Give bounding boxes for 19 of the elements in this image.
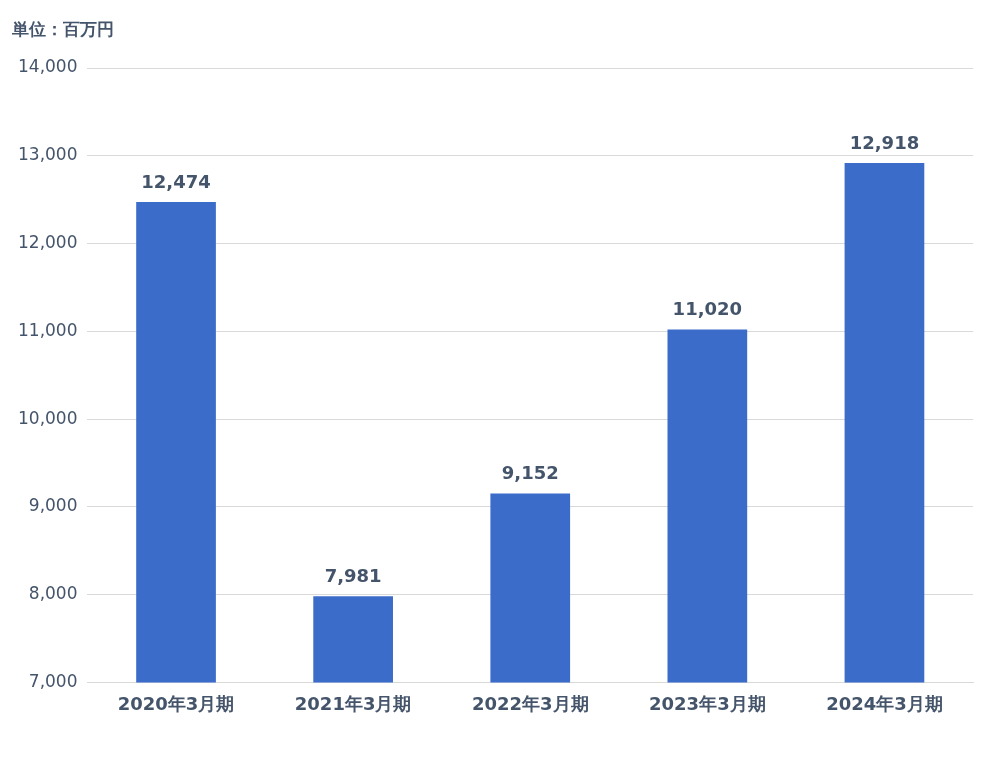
- data-label: 12,918: [849, 131, 920, 153]
- x-tick-label: 2022年3月期: [471, 692, 589, 714]
- x-tick-label: 2024年3月期: [826, 692, 943, 714]
- y-tick-label: 11,000: [18, 319, 78, 340]
- y-tick-label: 9,000: [28, 495, 78, 516]
- data-label: 9,152: [501, 462, 559, 484]
- y-tick-label: 7,000: [28, 670, 78, 691]
- y-tick-label: 14,000: [18, 56, 78, 77]
- data-label: 11,020: [672, 298, 743, 320]
- y-tick-label: 8,000: [28, 583, 78, 604]
- y-tick-label: 10,000: [18, 407, 78, 428]
- data-label: 7,981: [324, 564, 382, 586]
- data-label: 12,474: [141, 170, 211, 192]
- x-tick-label: 2020年3月期: [117, 692, 235, 714]
- y-axis-title: 単位：百万円: [12, 18, 114, 41]
- y-tick-label: 13,000: [18, 144, 78, 165]
- x-tick-label: 2021年3月期: [294, 692, 412, 714]
- x-tick-label: 2023年3月期: [649, 692, 766, 714]
- y-tick-label: 12,000: [18, 231, 78, 252]
